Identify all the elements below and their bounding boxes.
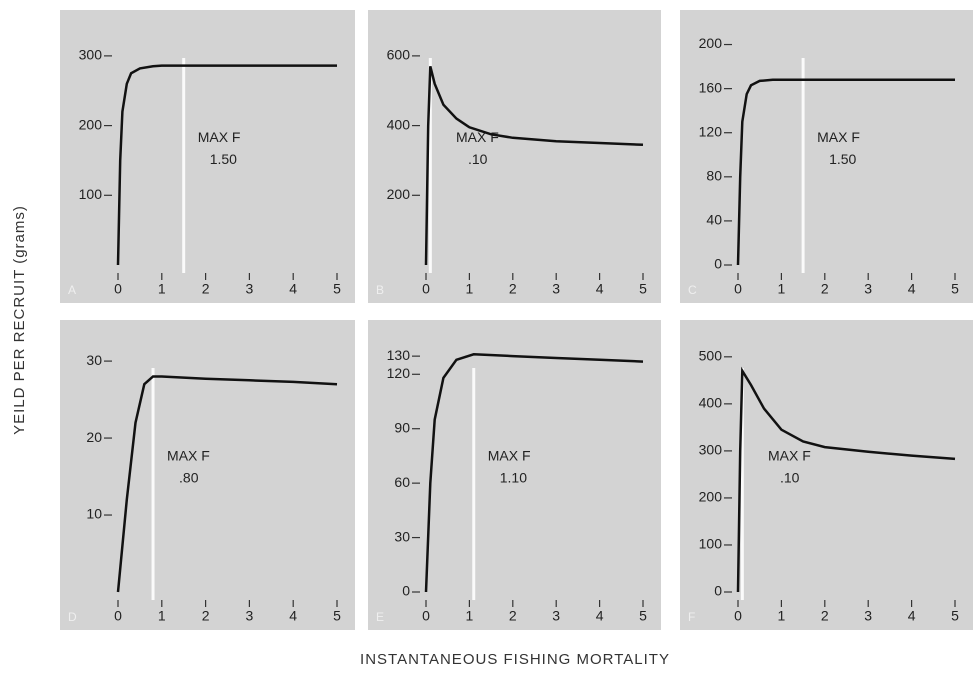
y-tick-label: 0 [402,583,410,599]
panel [60,320,355,630]
y-tick-label: 60 [394,474,410,490]
x-tick-label: 3 [552,281,560,297]
y-axis-title: YEILD PER RECRUIT (grams) [11,205,28,435]
x-tick-label: 5 [333,281,341,297]
curve [424,353,644,593]
x-tick-label: 3 [864,281,872,297]
x-tick-label: 4 [596,608,604,624]
x-tick-label: 1 [466,281,474,297]
x-tick-label: 3 [246,608,254,624]
y-tick-label: 100 [699,536,723,552]
x-tick-label: 4 [289,281,297,297]
x-tick-label: 0 [422,281,430,297]
x-tick-label: 5 [639,281,647,297]
x-tick-label: 4 [289,608,297,624]
y-tick-label: 600 [387,47,411,63]
x-tick-label: 2 [821,608,829,624]
curve [116,64,337,266]
x-tick-label: 5 [951,608,959,624]
annotation: MAX F [768,448,811,464]
y-tick-label: 90 [394,419,410,435]
x-tick-label: 0 [734,608,742,624]
panel-label: A [68,283,76,297]
x-tick-label: 3 [246,281,254,297]
x-tick-label: 1 [466,608,474,624]
max-f-label: 1.50 [210,151,237,167]
x-tick-label: 3 [864,608,872,624]
curve [424,65,644,266]
panel-label: C [688,283,697,297]
y-tick-label: 0 [714,256,722,272]
x-tick-label: 0 [734,281,742,297]
panel [368,10,661,303]
x-tick-label: 2 [821,281,829,297]
y-tick-label: 30 [86,352,102,368]
panel-label: F [688,610,695,624]
x-tick-label: 4 [596,281,604,297]
y-tick-label: 30 [394,528,410,544]
max-f-label: .10 [780,470,800,486]
y-tick-label: 100 [79,186,103,202]
panel-label: B [376,283,384,297]
annotation: MAX F [456,129,499,145]
y-tick-label: 120 [387,365,411,381]
x-tick-label: 2 [202,608,210,624]
x-tick-label: 1 [778,281,786,297]
max-f-label: 1.10 [500,470,527,486]
x-tick-label: 5 [639,608,647,624]
y-tick-label: 40 [706,212,722,228]
x-tick-label: 5 [333,608,341,624]
y-tick-label: 160 [699,79,723,95]
panel [368,320,661,630]
x-tick-label: 0 [114,608,122,624]
y-tick-label: 130 [387,347,411,363]
y-tick-label: 200 [699,489,723,505]
x-tick-label: 3 [552,608,560,624]
annotation: MAX F [488,448,531,464]
x-tick-label: 4 [908,608,916,624]
x-tick-label: 1 [778,608,786,624]
panel-label: E [376,610,384,624]
x-tick-label: 1 [158,281,166,297]
x-tick-label: 1 [158,608,166,624]
y-tick-label: 10 [86,506,102,522]
y-tick-label: 300 [699,442,723,458]
y-tick-label: 200 [387,186,411,202]
x-tick-label: 2 [509,281,517,297]
max-f-label: .10 [468,151,488,167]
y-tick-label: 300 [79,47,103,63]
y-tick-label: 20 [86,429,102,445]
curve [736,78,955,266]
x-tick-label: 0 [114,281,122,297]
annotation: MAX F [198,129,241,145]
y-tick-label: 400 [699,395,723,411]
y-tick-label: 200 [79,116,103,132]
y-tick-label: 0 [714,583,722,599]
x-axis-title: INSTANTANEOUS FISHING MORTALITY [360,651,670,668]
curve [116,375,338,593]
x-tick-label: 4 [908,281,916,297]
y-tick-label: 400 [387,116,411,132]
x-tick-label: 2 [202,281,210,297]
y-tick-label: 80 [706,168,722,184]
panel [680,10,973,303]
max-f-label: 1.50 [829,151,856,167]
annotation: MAX F [817,129,860,145]
y-tick-label: 120 [699,123,723,139]
panel [680,320,973,630]
max-f-label: .80 [179,470,199,486]
x-tick-label: 0 [422,608,430,624]
annotation: MAX F [167,448,210,464]
x-tick-label: 5 [951,281,959,297]
x-tick-label: 2 [509,608,517,624]
curve [736,366,956,593]
y-tick-label: 200 [699,35,723,51]
y-tick-label: 500 [699,348,723,364]
panel-label: D [68,610,77,624]
panel [60,10,355,303]
